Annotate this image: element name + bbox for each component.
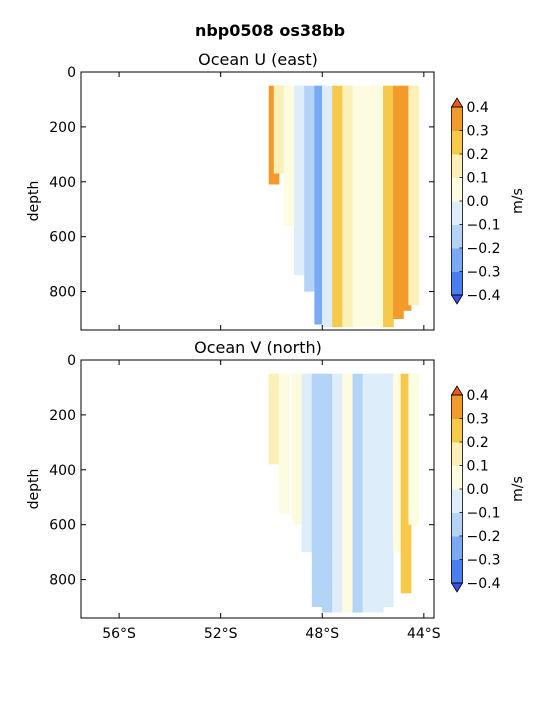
profile-column [393,373,404,553]
colorbar-swatch [451,395,463,419]
colorbar-tick-label: 0.3 [467,412,489,428]
profile-column [352,85,364,328]
colorbar-tick-label: −0.2 [467,241,501,257]
profile-column [322,373,333,613]
colorbar-tick-label: −0.3 [467,553,501,569]
colorbar-extend-max [450,385,464,396]
figure-title: nbp0508 os38bb [195,21,345,40]
x-tick-label: 48°S [305,626,339,642]
plot-frame [80,359,435,619]
colorbar-tick-label: −0.4 [467,288,501,304]
y-tick-label: 800 [49,573,76,589]
y-tick-label: 600 [49,230,76,246]
y-tick-label: 0 [67,353,76,369]
profile-column [342,85,353,328]
y-tick-label: 0 [67,65,76,81]
y-tick-label: 400 [49,463,76,479]
profile-column [408,373,420,525]
colorbar-swatch [451,442,463,466]
colorbar-tick-label: −0.1 [467,506,501,522]
colorbar-swatch [451,130,463,155]
colorbar-tick-label: 0.1 [467,171,489,187]
panel-title: Ocean V (north) [194,338,322,357]
profile-column [268,373,280,465]
colorbar-swatch [451,559,463,584]
profile-column [352,373,364,613]
colorbar-tick-label: 0.2 [467,435,489,451]
colorbar-tick-label: 0.4 [467,388,489,404]
colorbar-swatch [451,418,463,443]
colorbar-tick-label: 0.3 [467,124,489,140]
profile-column [362,373,374,613]
colorbar-v: 0.4 0.3 0.2 0.1 0.0 −0.1 −0.2 −0.3 −0.4 [450,385,501,593]
profile-column [283,85,295,226]
profile-column [408,85,420,306]
panel-title: Ocean U (east) [198,50,318,69]
y-axis-label: depth [26,181,42,222]
profile-column [332,85,343,328]
colorbar-swatch [451,107,463,131]
colorbar-extend-min [450,582,464,593]
y-tick-label: 200 [49,408,76,424]
profile-column [304,85,315,292]
profile-column [273,85,285,174]
profile-column [372,85,384,328]
colorbar-tick-label: −0.4 [467,576,501,592]
colorbar-swatch [451,489,463,513]
colorbar-swatch [451,224,463,249]
colorbar-label: m/s [510,476,526,502]
profile-column [400,85,412,311]
x-tick-label: 56°S [102,626,136,642]
y-tick-label: 800 [49,285,76,301]
profile-column [294,85,305,276]
colorbar-u: 0.4 0.3 0.2 0.1 0.0 −0.1 −0.2 −0.3 −0.4 [450,97,501,305]
profile-column [314,85,326,325]
colorbar-tick-label: 0.0 [467,194,489,210]
colorbar-swatch [451,512,463,537]
colorbar-tick-label: 0.0 [467,482,489,498]
colorbar-tick-label: −0.2 [467,529,501,545]
profile-column [332,373,343,613]
profile-column [301,373,313,553]
panel-ocean-v: Ocean V (north) 0 200 400 600 800 56°S 52°S 48… [26,338,526,642]
profile-column [291,373,303,525]
colorbar-tick-label: −0.3 [467,265,501,281]
colorbar-label: m/s [510,188,526,214]
profile-column [362,85,374,328]
colorbar-tick-label: −0.1 [467,218,501,234]
profile-column [342,373,353,613]
colorbar-swatch [451,177,463,202]
colorbar-tick-label: 0.2 [467,147,489,163]
profile-column [393,85,404,319]
colorbar-swatch [451,465,463,490]
colorbar-swatch [451,248,463,272]
colorbar-tick-label: 0.1 [467,459,489,475]
colorbar-swatch [451,536,463,560]
y-tick-label: 200 [49,120,76,136]
profile-column [322,85,333,328]
profile-column [372,373,384,613]
y-tick-label: 400 [49,175,76,191]
profile-column [278,373,290,514]
y-tick-label: 600 [49,518,76,534]
profile-column [311,373,323,607]
colorbar-swatch [451,154,463,178]
colorbar-extend-min [450,294,464,305]
colorbar-extend-max [450,97,464,108]
profile-column [400,373,412,594]
plot-frame [80,71,435,331]
x-tick-label: 44°S [407,626,441,642]
colorbar-swatch [451,201,463,225]
colorbar-swatch [451,271,463,296]
colorbar-tick-label: 0.4 [467,100,489,116]
profile-column [383,85,394,328]
profile-column [383,373,394,607]
x-tick-label: 52°S [204,626,238,642]
y-axis-label: depth [26,469,42,510]
